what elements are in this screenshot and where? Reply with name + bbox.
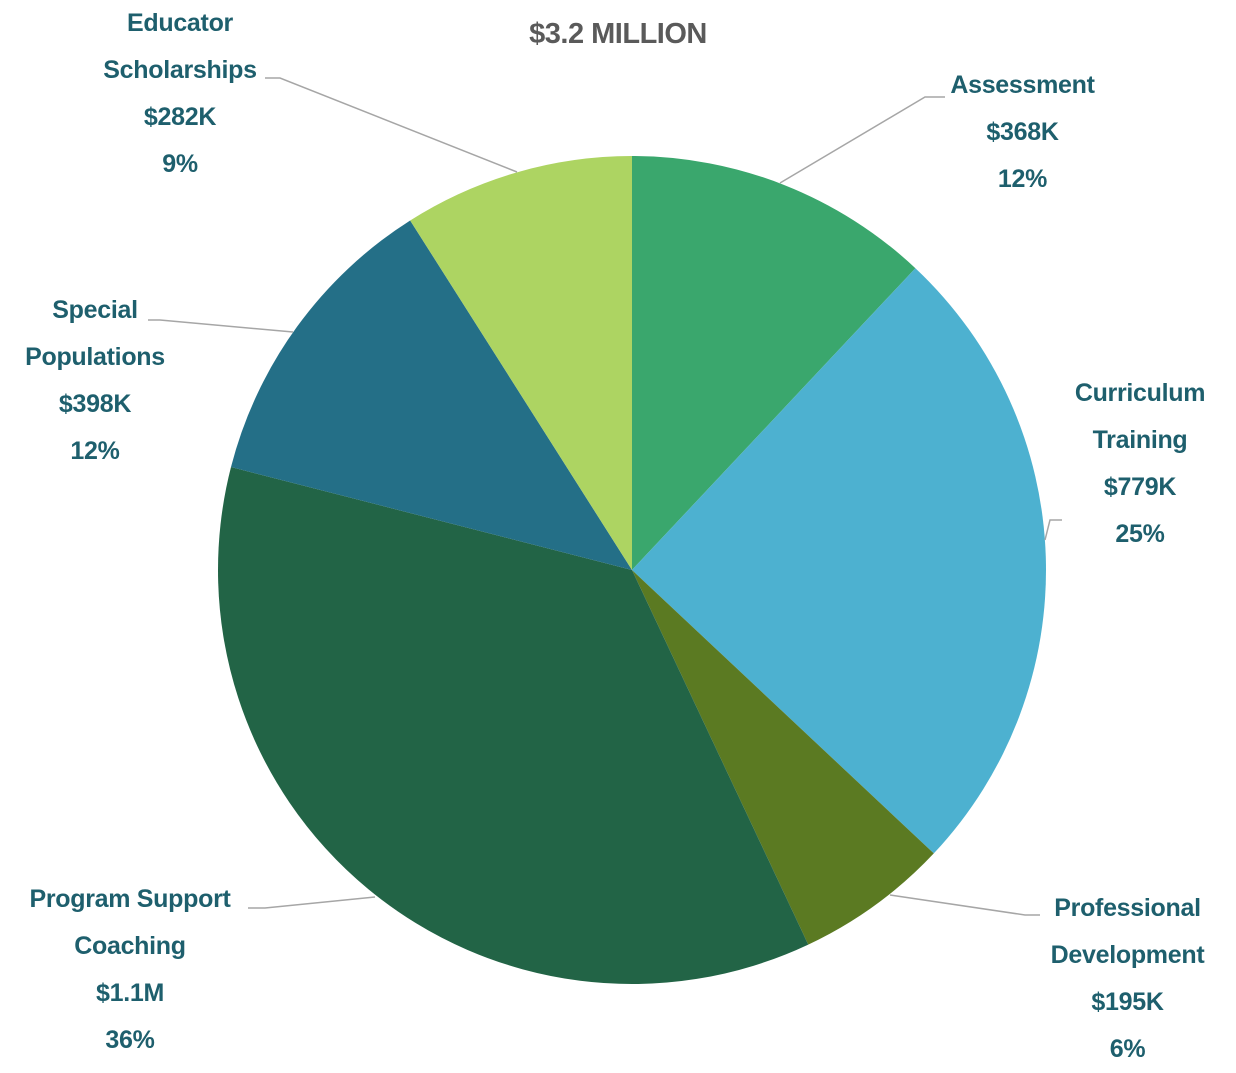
slice-label: Curriculum Training $779K 25% [1060, 370, 1220, 558]
percent: 12% [70, 437, 120, 465]
slice [632, 156, 916, 570]
slice-label: Special Populations $398K 12% [10, 287, 180, 475]
amount: $398K [58, 390, 132, 418]
slice [632, 570, 934, 945]
category: Professional Development [1050, 894, 1205, 969]
amount: $779K [1103, 473, 1177, 501]
percent: 12% [997, 165, 1048, 193]
chart-title: $3.2 MILLION [529, 18, 707, 50]
leader-line [779, 96, 945, 184]
percent: 9% [162, 150, 198, 178]
slice-label: Assessment $368K 12% [920, 62, 1125, 203]
leader-line [1044, 519, 1062, 541]
percent: 25% [1115, 520, 1165, 548]
slices [218, 156, 1046, 985]
slice [231, 220, 632, 570]
slice-label: Professional Development $195K 6% [1030, 885, 1225, 1073]
amount: $368K [986, 118, 1059, 146]
slice [410, 156, 632, 570]
leader-line [889, 894, 1040, 916]
category: Curriculum Training [1074, 379, 1206, 454]
leader-line [265, 77, 518, 173]
slice [218, 467, 809, 985]
slice-label: Educator Scholarships $282K 9% [85, 0, 275, 188]
category: Educator Scholarships [103, 9, 257, 84]
category: Assessment [950, 71, 1095, 99]
amount: $195K [1091, 988, 1164, 1016]
percent: 36% [105, 1026, 155, 1054]
amount: $1.1M [96, 979, 164, 1007]
leader-line [248, 896, 376, 909]
category: Special Populations [25, 296, 165, 371]
category: Program Support Coaching [29, 885, 231, 960]
percent: 6% [1109, 1035, 1146, 1063]
slice-label: Program Support Coaching $1.1M 36% [10, 876, 250, 1064]
amount: $282K [143, 103, 217, 131]
slice [632, 268, 1046, 854]
leader-line [148, 319, 294, 333]
